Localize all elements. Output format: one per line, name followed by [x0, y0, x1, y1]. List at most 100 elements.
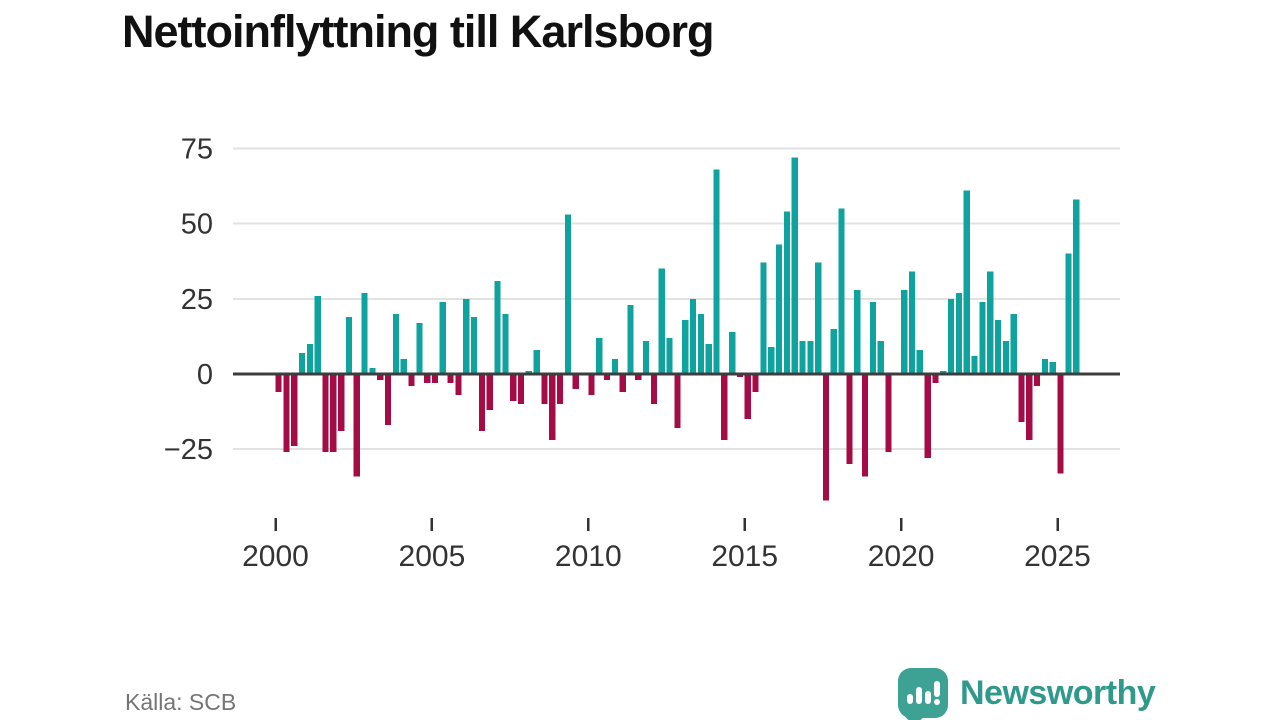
bar: [705, 343, 712, 374]
bar: [776, 244, 783, 374]
bar: [948, 298, 955, 374]
bar: [901, 289, 908, 374]
bar: [557, 374, 564, 405]
bar: [447, 374, 454, 383]
bar: [799, 340, 806, 374]
bar: [924, 374, 931, 459]
bar: [1010, 313, 1017, 374]
x-axis-labels: 2000 2005 2010 2015 2020 2025: [242, 518, 1091, 573]
bar: [862, 374, 869, 477]
bar: [666, 337, 673, 374]
bar: [1002, 340, 1009, 374]
bar: [455, 374, 462, 396]
bar: [783, 211, 790, 374]
bar: [650, 374, 658, 405]
bar: [439, 301, 446, 374]
bar: [674, 374, 681, 429]
bar: [963, 190, 970, 374]
logo-chart-bar-icon: [907, 694, 913, 704]
bar: [338, 374, 345, 432]
bar: [431, 374, 439, 383]
chart-title: Nettoinflyttning till Karlsborg: [122, 6, 714, 57]
bar: [486, 374, 493, 411]
logo-chart-bar-icon: [916, 687, 922, 704]
bar: [564, 214, 571, 374]
bar: [838, 208, 845, 374]
bar: [510, 374, 517, 402]
bar: [744, 374, 751, 420]
bar: [385, 374, 392, 426]
bar: [791, 157, 798, 374]
bar: [979, 301, 986, 374]
bar: [627, 304, 634, 374]
bar: [299, 352, 306, 374]
bar: [713, 169, 720, 374]
bar: [768, 346, 775, 374]
bar: [971, 356, 978, 374]
bar: [283, 374, 290, 453]
logo-chart-bar-icon: [925, 691, 931, 704]
y-axis-labels: 75 50 25 0 −25: [164, 133, 213, 466]
bar: [424, 374, 431, 383]
bar: [392, 313, 399, 374]
bar: [611, 359, 618, 374]
bar: [908, 271, 916, 374]
bar: [478, 374, 485, 432]
bar: [1026, 374, 1033, 441]
bar: [408, 374, 415, 386]
bar: [916, 349, 923, 374]
bar: [1057, 374, 1064, 474]
y-tick-label: 50: [181, 209, 213, 241]
bar: [463, 298, 470, 374]
bar: [932, 374, 939, 383]
bar: [1018, 374, 1025, 423]
gridlines: [233, 147, 1120, 451]
bar: [400, 359, 407, 374]
x-tick-label: 2010: [555, 540, 622, 573]
bar: [377, 374, 384, 380]
bar: [869, 301, 876, 374]
bar: [635, 374, 642, 380]
bar: [721, 374, 728, 441]
bar: [854, 289, 861, 374]
bar: [1049, 362, 1056, 374]
bar: [643, 340, 650, 374]
bar: [314, 295, 321, 374]
bar: [1041, 359, 1049, 374]
bar: [549, 374, 556, 441]
bars: [275, 157, 1080, 501]
bar: [690, 298, 697, 374]
bar: [885, 374, 892, 453]
bar: [330, 374, 337, 453]
bar: [822, 374, 830, 501]
bar: [416, 322, 423, 374]
y-tick-label: 0: [197, 359, 213, 391]
bar: [361, 292, 368, 374]
bar: [603, 374, 611, 380]
newsworthy-brand: Newsworthy: [898, 665, 1156, 720]
bar: [1034, 374, 1041, 386]
newsworthy-logo-icon: [898, 668, 948, 720]
bar: [987, 271, 994, 374]
bar: [752, 374, 759, 392]
bar: [345, 316, 353, 374]
bar: [533, 349, 540, 374]
bar: [830, 328, 837, 374]
x-tick-label: 2000: [242, 540, 309, 573]
bar: [588, 374, 595, 396]
y-tick-label: −25: [164, 434, 213, 466]
bar: [502, 313, 509, 374]
bar: [994, 319, 1002, 374]
bar: [1065, 253, 1072, 374]
bar: [760, 262, 767, 374]
bar: [306, 343, 313, 374]
y-tick-label: 75: [181, 133, 213, 165]
x-tick-label: 2025: [1024, 540, 1091, 573]
bar: [517, 374, 525, 405]
bar: [572, 374, 579, 389]
x-tick-label: 2015: [711, 540, 778, 573]
source-note: Källa: SCB: [125, 689, 237, 715]
bar: [682, 319, 689, 374]
bar: [877, 340, 884, 374]
